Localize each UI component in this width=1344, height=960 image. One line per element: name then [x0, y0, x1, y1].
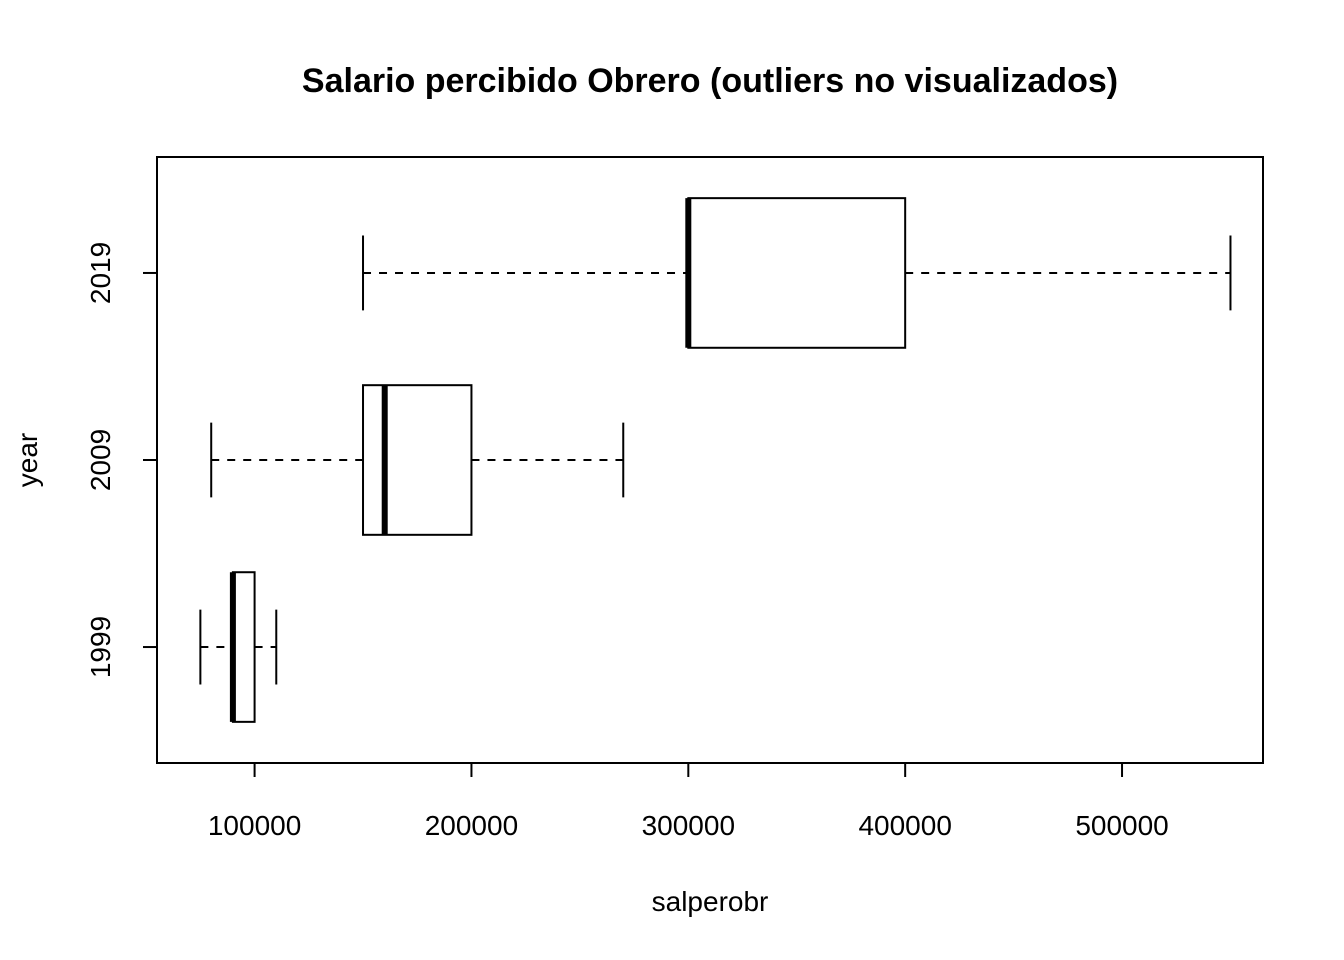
x-axis: 100000 200000 300000 400000 500000 — [208, 762, 1169, 841]
boxes-group — [199, 197, 1232, 723]
chart-title: Salario percibido Obrero (outliers no vi… — [302, 62, 1118, 100]
x-tick-label: 200000 — [425, 810, 518, 841]
iqr-box — [231, 571, 256, 723]
y-axis: 1999 2009 2019 — [85, 242, 158, 678]
x-tick-label: 100000 — [208, 810, 301, 841]
x-tick-label: 500000 — [1075, 810, 1168, 841]
box-1999 — [199, 571, 278, 723]
iqr-box — [362, 384, 473, 536]
y-axis-label: year — [12, 433, 43, 487]
iqr-box — [687, 197, 907, 349]
box-2009 — [210, 384, 625, 536]
y-tick-label: 1999 — [85, 616, 116, 678]
x-axis-label: salperobr — [652, 886, 769, 917]
box-2019 — [362, 197, 1232, 349]
y-tick-label: 2009 — [85, 429, 116, 491]
x-tick-label: 300000 — [642, 810, 735, 841]
x-tick-label: 400000 — [858, 810, 951, 841]
y-tick-label: 2019 — [85, 242, 116, 304]
